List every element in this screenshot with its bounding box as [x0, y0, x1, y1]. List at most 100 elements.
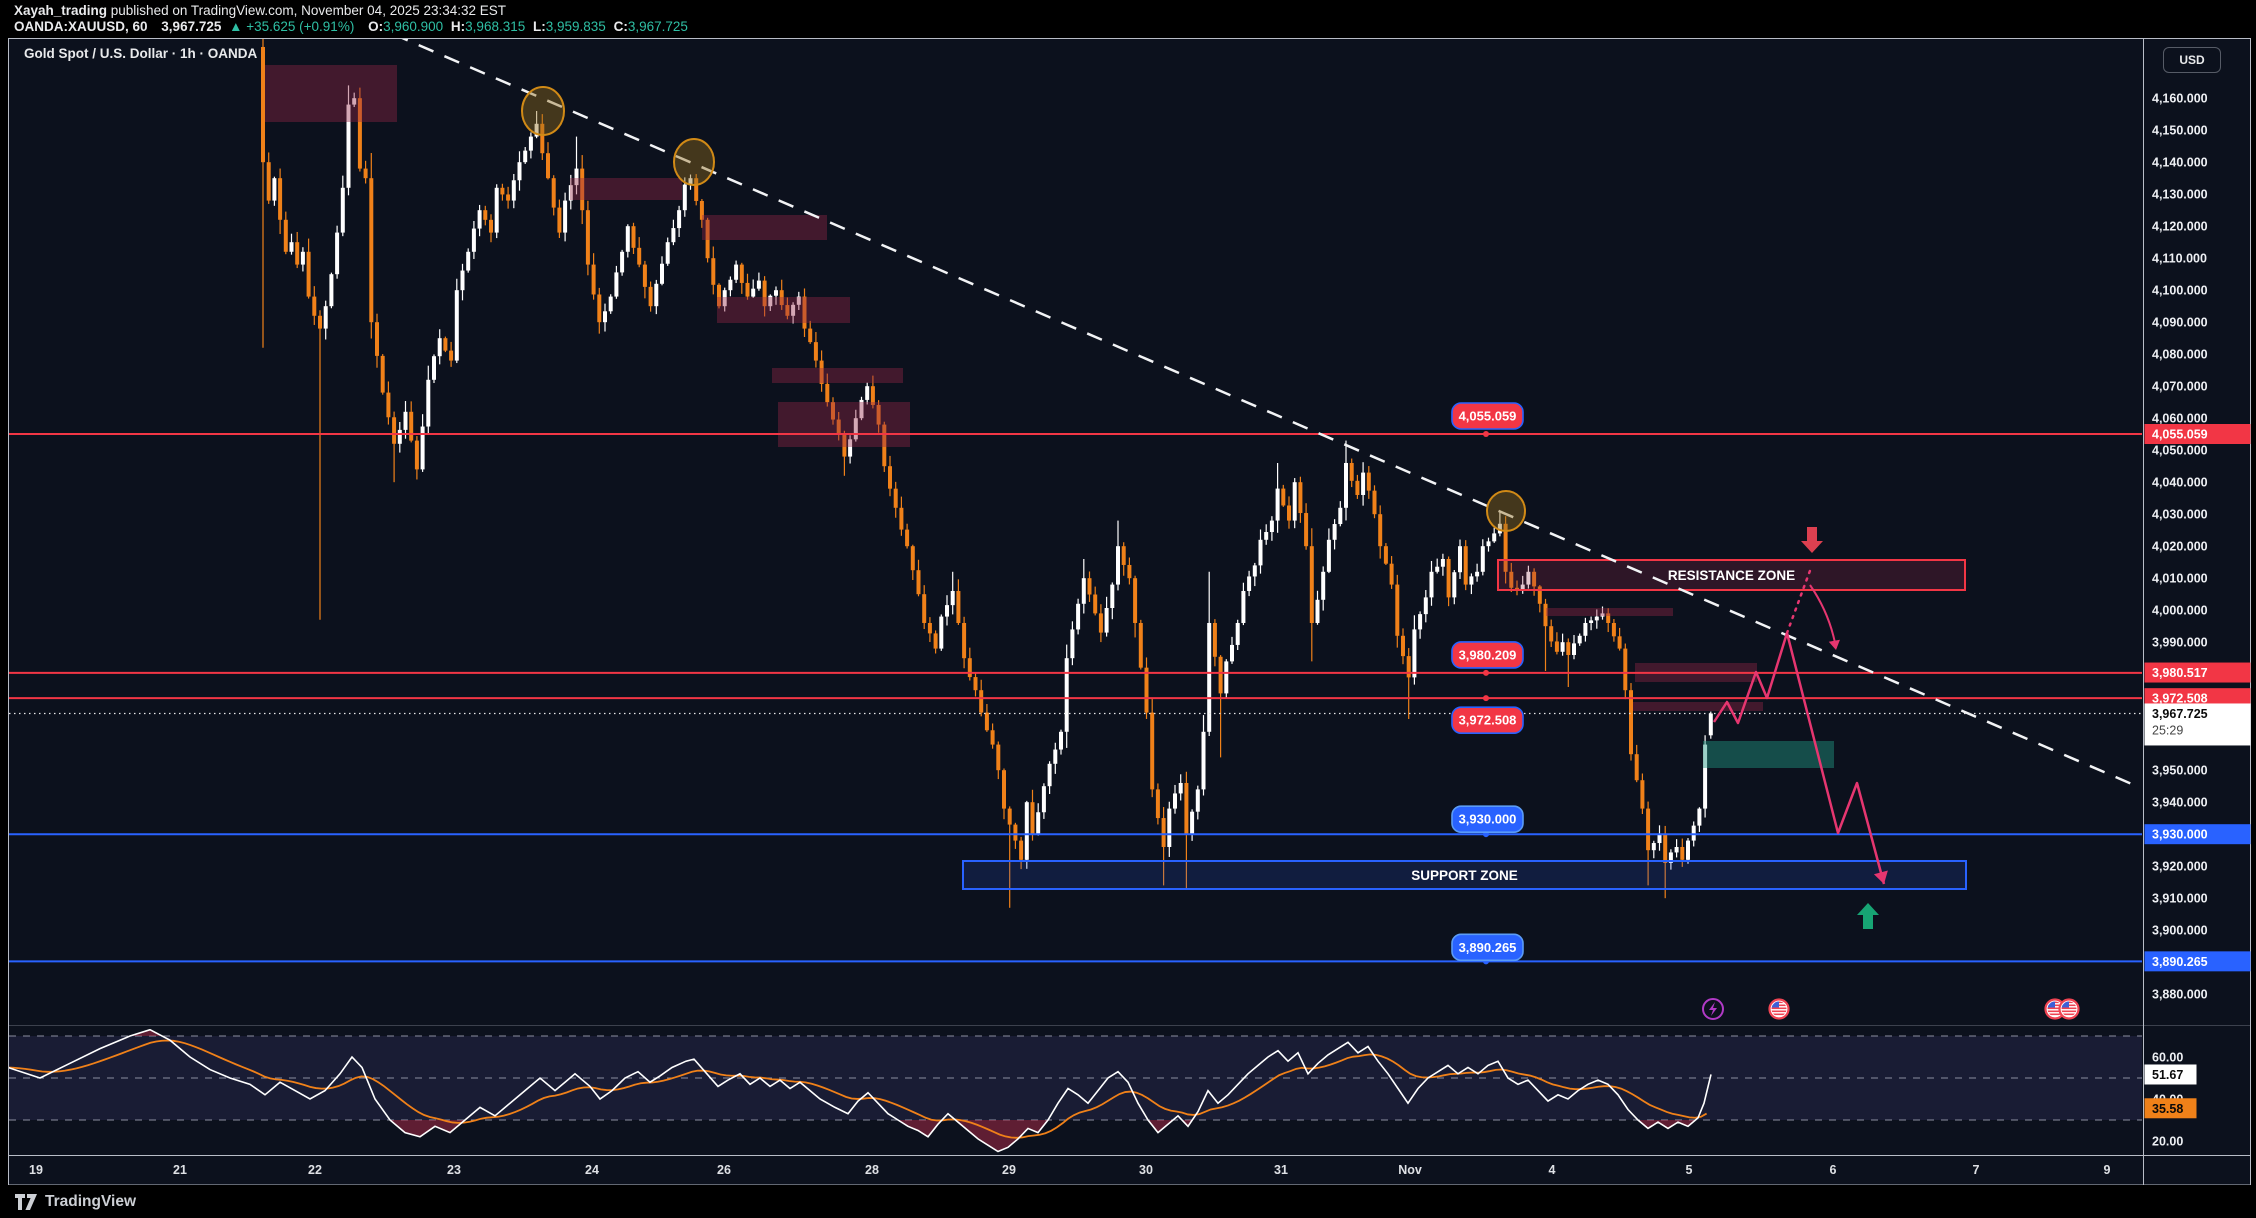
candle-body: [1526, 571, 1531, 585]
candle-body: [511, 180, 516, 201]
candle-body: [1275, 488, 1280, 521]
candle-body: [471, 228, 476, 252]
time-axis-label: 28: [865, 1163, 879, 1177]
candle-body: [859, 399, 864, 419]
candle-body: [597, 294, 602, 323]
candle-body: [791, 304, 796, 316]
low-label: L:: [533, 19, 546, 34]
time-axis-label: 6: [1830, 1163, 1837, 1177]
candle-body: [1241, 590, 1246, 623]
candle-body: [870, 386, 875, 405]
candle-body: [967, 658, 972, 678]
lightning-event-icon[interactable]: [1702, 998, 1724, 1020]
candle-body: [1629, 690, 1633, 755]
us-flag-event-icon[interactable]: [1768, 998, 1790, 1020]
time-axis-label: 31: [1274, 1163, 1288, 1177]
candle-body: [1247, 576, 1252, 591]
candle-body: [1617, 636, 1622, 649]
rsi-line: [9, 1029, 1712, 1153]
pill-box: [1451, 933, 1524, 962]
candle-body: [369, 178, 374, 323]
candle-body: [1372, 490, 1377, 515]
candle-body: [1338, 507, 1343, 525]
candle-body: [1224, 661, 1229, 694]
candle-body: [449, 350, 454, 361]
candle-body: [699, 200, 704, 220]
candle-body: [1064, 658, 1069, 732]
candle-body: [489, 219, 493, 233]
candle-body: [1566, 642, 1571, 655]
candle-body: [1121, 546, 1126, 565]
candle-body: [1583, 622, 1588, 636]
candle-body: [1486, 541, 1491, 547]
high-value: 3,968.315: [465, 19, 526, 34]
candle-body: [1161, 818, 1166, 847]
candle-body: [608, 296, 613, 312]
projected-path: [1712, 631, 1886, 885]
candle-body: [962, 622, 967, 659]
flag-stripe: [1771, 1013, 1787, 1016]
candle-body: [1383, 546, 1388, 564]
candle-body: [568, 185, 573, 201]
candle-body: [1002, 770, 1006, 809]
pill-box: [1451, 805, 1524, 833]
candle-body: [979, 690, 984, 713]
pill-box: [1451, 641, 1524, 669]
flag-stripe: [2061, 1013, 2077, 1016]
trendline-touch-marker: [1486, 490, 1526, 532]
rsi-band-group: [9, 1035, 2142, 1121]
candle-body: [899, 507, 904, 530]
projected-path-arrowhead: [1873, 870, 1888, 884]
price-axis-tick: 3,900.000: [2152, 924, 2208, 938]
candle-body: [375, 322, 379, 356]
candle-body: [278, 178, 283, 220]
time-axis[interactable]: [8, 1156, 2250, 1185]
flag-stripe: [2047, 1010, 2063, 1013]
price-axis-tick: 3,940.000: [2152, 796, 2208, 810]
candle-body: [312, 296, 317, 316]
candle-body: [1554, 641, 1559, 652]
supply-zone-box: [265, 65, 397, 122]
candle-body: [813, 342, 818, 361]
trendline-touch-marker: [673, 138, 715, 186]
candle-body: [1138, 622, 1143, 668]
candle-body: [1019, 840, 1024, 860]
candle-body: [1178, 782, 1183, 794]
candle-body: [984, 712, 989, 731]
chip-price: 3,980.517: [2152, 666, 2208, 680]
supply-zone-box: [570, 178, 682, 200]
us-flag-event-icon[interactable]: [2058, 998, 2080, 1020]
price-axis-chip: 4,055.059: [2144, 424, 2251, 444]
candle-body: [1680, 846, 1685, 860]
chart-background: [8, 38, 2251, 1185]
time-axis-label: 7: [1973, 1163, 1980, 1177]
currency-unit-button[interactable]: USD: [2163, 47, 2221, 73]
candle-body: [1218, 656, 1223, 694]
candle-body: [454, 290, 459, 361]
candle-body: [563, 200, 568, 233]
candle-body: [1674, 846, 1679, 853]
time-axis-label: 29: [1002, 1163, 1016, 1177]
candle-body: [1315, 599, 1320, 623]
candle-body: [1127, 564, 1132, 579]
candle-body: [523, 150, 528, 163]
time-axis-label: 5: [1686, 1163, 1693, 1177]
price-axis-chip: 3,890.265: [2144, 951, 2251, 972]
candle-body: [1492, 533, 1497, 542]
candle-body: [836, 419, 841, 435]
candle-body: [1173, 793, 1177, 809]
price-axis-tick: 3,910.000: [2152, 892, 2208, 906]
candle-body: [1429, 571, 1434, 598]
open-label: O:: [368, 19, 384, 34]
candle-body: [1059, 731, 1063, 750]
candle-body: [494, 187, 499, 233]
candle-body: [888, 466, 892, 489]
candle-body: [1212, 622, 1217, 657]
candle-body: [1281, 488, 1286, 506]
candle-body: [1452, 572, 1457, 598]
tradingview-brand: TradingView: [45, 1192, 137, 1210]
candle-body: [768, 295, 773, 307]
candle-body: [1349, 462, 1354, 481]
time-axis-label: Nov: [1398, 1163, 1422, 1177]
